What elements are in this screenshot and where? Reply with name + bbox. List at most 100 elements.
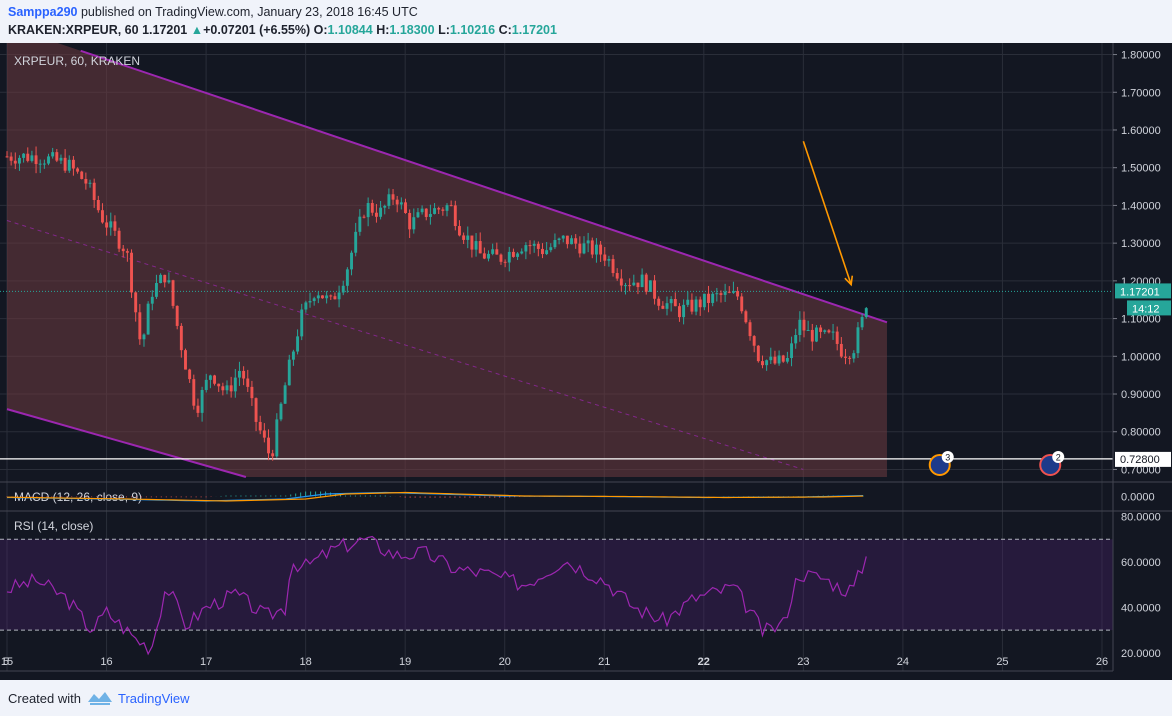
candle-body (304, 302, 308, 310)
candle-body (354, 231, 358, 253)
candle-body (794, 335, 798, 344)
candle-body (578, 243, 582, 254)
candle-body (437, 208, 441, 210)
candle-body (47, 156, 50, 164)
time-axis-label: 18 (300, 656, 312, 668)
time-axis-label: 25 (996, 656, 1008, 668)
candle-body (395, 199, 399, 205)
candle-body (271, 453, 275, 457)
candle-body (466, 235, 470, 240)
price-axis-label: 0.70000 (1121, 464, 1161, 476)
price-axis-label: 1.70000 (1121, 87, 1161, 99)
candle-body (184, 350, 187, 370)
level-price-tag (1115, 451, 1171, 467)
candle-body (611, 259, 615, 274)
candle-body (391, 194, 395, 200)
candle-body (125, 251, 129, 253)
candle-body (503, 261, 507, 263)
candle-body (383, 205, 387, 208)
candle-body (121, 248, 125, 252)
candle-body (541, 248, 544, 255)
candle-body (453, 205, 457, 227)
candle-body (130, 252, 133, 293)
candle-body (752, 336, 756, 346)
created-with-text: Created with (8, 691, 81, 706)
close-value: 1.17201 (511, 23, 557, 37)
candle-body (146, 303, 150, 335)
price-axis-label: 1.50000 (1121, 163, 1161, 175)
candle-body (13, 160, 17, 164)
candle-body (171, 280, 175, 306)
candle-body (545, 250, 549, 255)
candle-body (823, 330, 827, 332)
candle-body (196, 405, 200, 413)
candle-body (673, 298, 677, 307)
candle-body (424, 208, 428, 217)
publish-info: Samppa290 published on TradingView.com, … (8, 5, 418, 19)
candle-body (644, 274, 648, 292)
candle-body (63, 157, 67, 171)
candle-body (200, 389, 204, 413)
candle-body (5, 156, 9, 158)
tradingview-link[interactable]: TradingView (118, 691, 190, 706)
last-price-label: 1.17201 (1120, 286, 1160, 298)
candle-body (619, 278, 623, 286)
candle-body (362, 216, 366, 218)
candle-body (333, 296, 337, 300)
candle-body (507, 251, 511, 263)
candle-body (412, 217, 416, 230)
price-axis-label: 1.60000 (1121, 125, 1161, 137)
candle-body (669, 298, 673, 304)
candle-body (287, 359, 291, 386)
candle-body (441, 209, 445, 211)
candle-body (785, 358, 789, 362)
candle-body (179, 325, 183, 351)
channel-middle-line (6, 220, 804, 470)
price-axis-label: 1.00000 (1121, 351, 1161, 363)
rsi-axis-label: 80.0000 (1121, 512, 1161, 524)
high-value: 1.18300 (389, 23, 435, 37)
price-axis-label: 1.80000 (1121, 50, 1161, 62)
candle-body (321, 295, 324, 299)
candle-body (300, 309, 304, 337)
candle-body (678, 306, 681, 318)
channel-upper-line (80, 49, 888, 324)
candle-body (594, 244, 598, 255)
rsi-band-fill (0, 539, 1113, 631)
change-up-icon: ▲ (190, 23, 204, 37)
channel-lower-line (6, 408, 247, 478)
candle-body (283, 385, 287, 404)
annotation-arrow (802, 141, 852, 285)
author-link[interactable]: Samppa290 (8, 5, 78, 19)
candle-body (225, 385, 229, 391)
candle-body (150, 296, 154, 304)
candle-body (445, 205, 449, 211)
candle-body (433, 208, 437, 214)
candle-body (478, 241, 482, 254)
candle-body (557, 238, 561, 241)
candle-body (715, 293, 719, 295)
candle-body (798, 319, 802, 336)
candle-body (723, 291, 727, 295)
candle-body (341, 285, 345, 293)
candle-body (532, 243, 536, 246)
time-axis-label: 17 (200, 656, 212, 668)
candle-body (831, 331, 835, 333)
candle-body (138, 312, 142, 340)
candle-body (374, 212, 378, 217)
event-count-badge (1052, 451, 1065, 463)
candle-body (690, 299, 694, 312)
countdown-label: 14:12 (1132, 303, 1160, 315)
candle-body (777, 355, 781, 364)
candle-body (233, 377, 237, 392)
candle-body (731, 291, 735, 293)
candle-body (345, 269, 349, 286)
candle-body (221, 386, 225, 391)
candle-body (827, 330, 831, 333)
chart-canvas[interactable]: 3 2 XRPEUR, 60, KRAKEN MACD (12, 26, close,… (0, 43, 1172, 680)
price-axis-label: 1.40000 (1121, 200, 1161, 212)
candle-body (262, 430, 266, 438)
candle-body (229, 385, 233, 392)
countdown-tag (1127, 300, 1171, 316)
candle-body (134, 292, 138, 313)
